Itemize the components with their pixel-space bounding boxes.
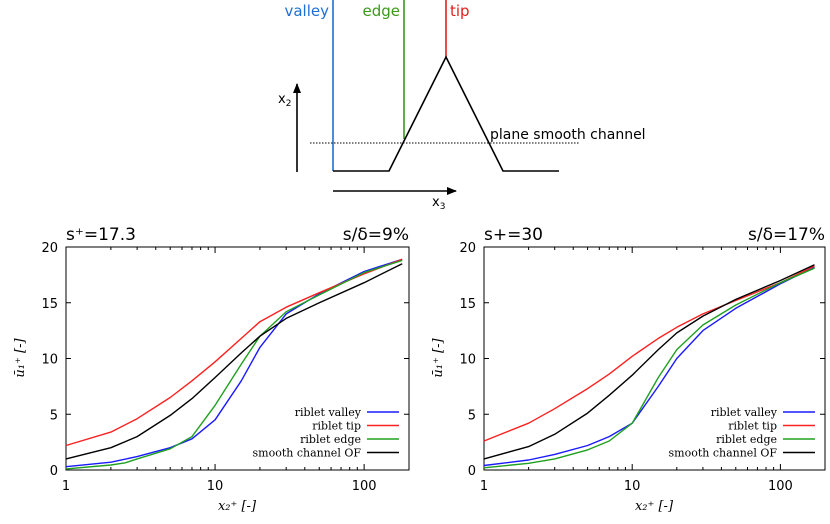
x2-axis-label: x2 [278,92,291,109]
chart-s30: s+=30 s/δ=17% 0 5 10 15 20 1 10 100 ū₁⁺ [-] x₂⁺… [431,225,826,514]
y-tick-label: 10 [41,353,58,368]
legend-label: riblet tip [312,420,361,433]
y-tick-label: 15 [41,297,58,312]
x-tick-label: 10 [207,479,224,494]
chart-2-xlabel: x₂⁺ [-] [635,499,674,514]
y-tick-label: 0 [50,464,58,479]
series-riblet-valley [483,266,815,467]
chart-2-title-right: s/δ=17% [748,225,825,245]
legend-label: riblet tip [728,420,777,433]
chart-s17: s⁺=17.3 s/δ=9% 0 5 10 15 20 1 10 100 ū₁⁺ [-] x₂… [13,225,410,514]
legend-label: riblet valley [711,406,778,419]
y-tick-label: 20 [41,241,58,256]
series-smooth-channel-of [65,263,403,460]
series-riblet-tip [65,258,403,447]
x-tick-label: 1 [480,479,488,494]
x-tick-label: 1 [62,479,70,494]
y-tick-label: 0 [468,464,476,479]
series-riblet-edge [65,259,403,470]
chart-1-series [65,258,403,470]
legend-label: riblet edge [716,433,777,446]
chart-1-xlabel: x₂⁺ [-] [218,499,257,514]
valley-label: valley [284,2,329,20]
series-riblet-tip [483,265,815,442]
edge-label: edge [363,2,401,20]
chart-1-title-left: s⁺=17.3 [66,225,136,245]
y-tick-label: 5 [468,408,476,423]
tip-label: tip [450,2,470,20]
legend-label: riblet edge [300,433,361,446]
plane-smooth-channel-label: plane smooth channel [490,127,646,143]
y-tick-label: 5 [50,408,58,423]
chart-1-title-right: s/δ=9% [343,225,409,245]
legend-label: smooth channel OF [253,447,362,460]
chart-2-title-left: s+=30 [484,225,543,245]
riblet-profile [333,55,559,172]
legend-label: smooth channel OF [669,447,778,460]
y-tick-label: 10 [459,353,476,368]
y-tick-label: 20 [459,241,476,256]
x-tick-label: 100 [352,479,377,494]
chart-2-ylabel: ū₁⁺ [-] [431,338,446,378]
series-riblet-edge [483,267,815,469]
series-smooth-channel-of [483,264,815,460]
chart-2-ticks: 0 5 10 15 20 1 10 100 [459,241,826,494]
x3-axis-label: x3 [432,195,445,212]
x-tick-label: 100 [768,479,793,494]
riblet-schematic: valley edge tip plane smooth channel x2 … [278,0,646,212]
chart-2-series [483,264,815,469]
y-tick-label: 15 [459,297,476,312]
x-tick-label: 10 [624,479,641,494]
legend-label: riblet valley [295,406,362,419]
chart-1-ticks: 0 5 10 15 20 1 10 100 [41,241,410,494]
chart-1-ylabel: ū₁⁺ [-] [13,338,28,378]
